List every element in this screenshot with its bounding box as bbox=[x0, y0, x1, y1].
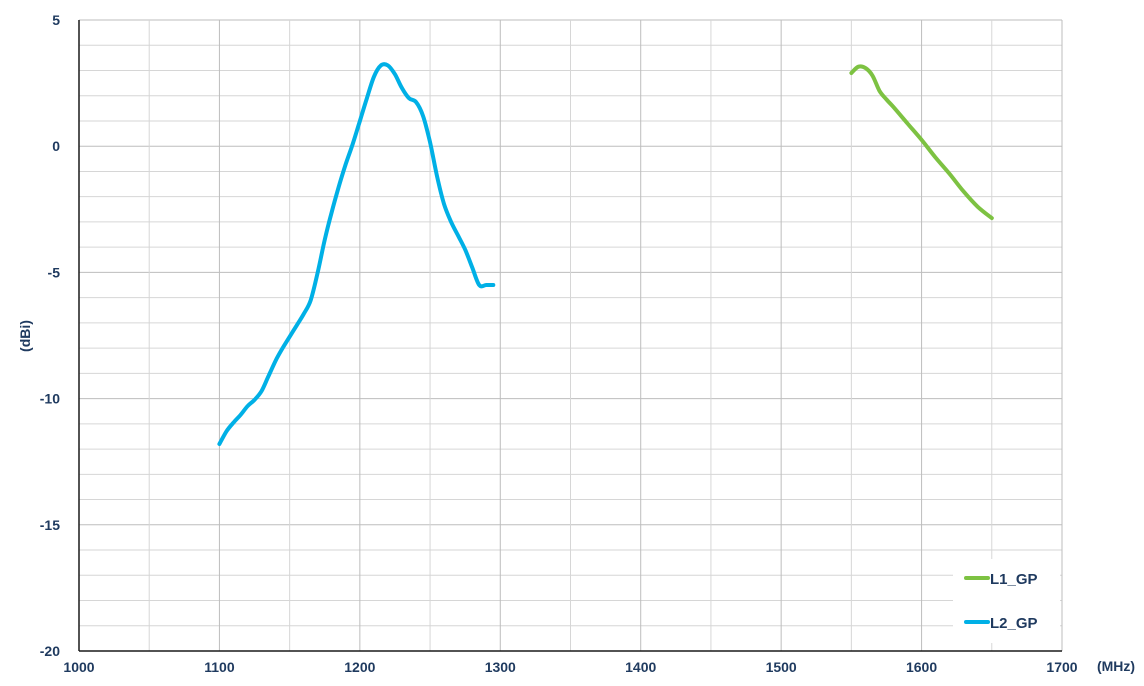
grid bbox=[78, 19, 1063, 652]
x-tick-label: 1000 bbox=[63, 659, 94, 675]
y-axis-label: (dBi) bbox=[17, 320, 33, 352]
x-tick-label: 1600 bbox=[906, 659, 937, 675]
tick-labels: 1000 1100 1200 1300 1400 1500 1600 1700 5 0 -5 -10 -… bbox=[40, 12, 1078, 675]
legend-label: L2_GP bbox=[990, 615, 1038, 632]
x-tick-label: 1100 bbox=[204, 659, 235, 675]
x-tick-label: 1400 bbox=[625, 659, 656, 675]
y-tick-label: -5 bbox=[48, 264, 61, 280]
y-tick-label: -15 bbox=[40, 517, 60, 533]
axes bbox=[78, 20, 1062, 652]
legend-box bbox=[953, 559, 1060, 643]
x-tick-label: 1700 bbox=[1046, 659, 1077, 675]
legend: L1_GP L2_GP bbox=[953, 559, 1060, 643]
y-tick-label: 0 bbox=[52, 138, 60, 154]
y-tick-label: -10 bbox=[40, 391, 60, 407]
x-tick-label: 1300 bbox=[485, 659, 516, 675]
legend-label: L1_GP bbox=[990, 571, 1038, 588]
series-line-l1-gp bbox=[849, 64, 994, 221]
y-tick-label: -20 bbox=[40, 643, 60, 659]
series-line-l2-gp bbox=[217, 62, 496, 446]
series-lines bbox=[217, 62, 994, 446]
x-axis-label: (MHz) bbox=[1097, 658, 1135, 674]
x-tick-label: 1500 bbox=[766, 659, 797, 675]
x-tick-label: 1200 bbox=[344, 659, 375, 675]
y-tick-label: 5 bbox=[52, 12, 60, 28]
